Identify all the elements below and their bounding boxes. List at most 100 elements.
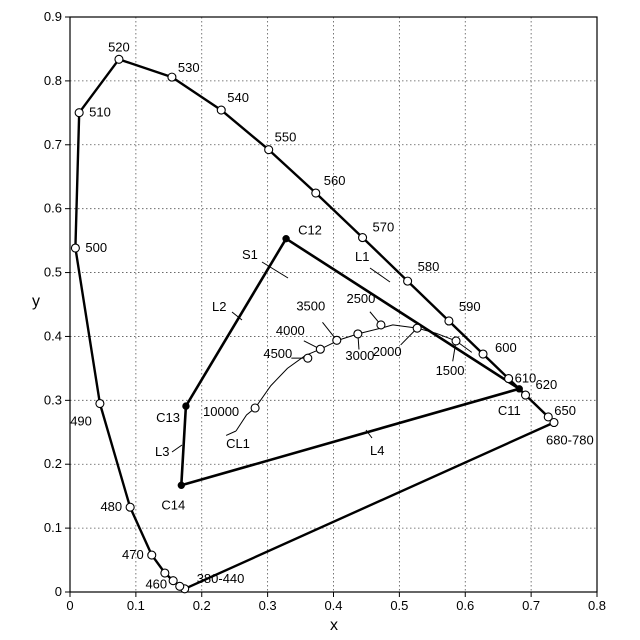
wavelength-point	[71, 244, 79, 252]
x-tick-label: 0.3	[259, 598, 277, 613]
cct-point	[377, 321, 385, 329]
line-label: L4	[370, 443, 384, 458]
wavelength-point	[96, 400, 104, 408]
wavelength-label: 490	[70, 414, 92, 429]
cct-label: 10000	[203, 404, 239, 419]
cct-point	[251, 404, 259, 412]
wavelength-point	[505, 375, 513, 383]
wavelength-label: 470	[122, 547, 144, 562]
wavelength-point	[115, 55, 123, 63]
y-tick-label: 0.5	[44, 265, 62, 280]
cct-label: 1500	[436, 363, 465, 378]
y-tick-label: 0.7	[44, 137, 62, 152]
wavelength-label: 520	[108, 39, 130, 54]
vertex-label: C11	[498, 403, 521, 418]
cct-label: 2000	[373, 344, 402, 359]
labels: 380-440 460470 480 490 500 510 520 530 540 550 560…	[70, 39, 593, 591]
wavelength-label: 580	[418, 259, 440, 274]
wavelength-point	[169, 577, 177, 585]
spectral-locus	[75, 59, 554, 589]
y-tick-label: 0.6	[44, 201, 62, 216]
wavelength-label: 460	[145, 577, 167, 592]
y-tick-label: 0.9	[44, 9, 62, 24]
cct-label: 3000	[345, 348, 374, 363]
wavelength-point	[522, 391, 530, 399]
y-tick-label: 0.1	[44, 520, 62, 535]
wavelength-point	[265, 146, 273, 154]
wavelength-point	[479, 350, 487, 358]
vertex-label: C13	[156, 410, 180, 425]
wavelength-label: 510	[89, 105, 111, 120]
wavelength-label: 600	[495, 340, 517, 355]
wavelength-point	[312, 189, 320, 197]
x-tick-label: 0.1	[127, 598, 145, 613]
wavelength-label: 610	[515, 371, 537, 386]
polygon-vertex	[183, 403, 189, 409]
line-label-leader	[172, 445, 182, 452]
x-tick-label: 0.2	[193, 598, 211, 613]
wavelength-label: 590	[459, 299, 481, 314]
line-label: L3	[155, 444, 169, 459]
wavelength-label: 680-780	[546, 433, 594, 448]
y-tick-label: 0.4	[44, 328, 62, 343]
wavelength-point	[359, 234, 367, 242]
wavelength-point	[75, 109, 83, 117]
wavelength-label: 480	[100, 499, 122, 514]
line-label-leader	[370, 268, 390, 282]
wavelength-label: 550	[275, 130, 297, 145]
polygon-vertex	[178, 482, 184, 488]
x-tick-label: 0.5	[390, 598, 408, 613]
points	[71, 55, 558, 593]
line-label: L1	[355, 249, 369, 264]
line-label: CL1	[226, 436, 250, 451]
wavelength-point	[176, 582, 184, 590]
planckian-locus	[236, 325, 472, 431]
y-tick-label: 0.8	[44, 73, 62, 88]
cct-point	[333, 336, 341, 344]
vertex-label: C12	[298, 223, 322, 238]
line-label: S1	[242, 247, 258, 262]
y-tick-label: 0	[55, 584, 62, 599]
x-axis-label: x	[330, 617, 338, 634]
cct-label: 4000	[276, 323, 305, 338]
cct-point	[316, 345, 324, 353]
x-tick-label: 0.4	[324, 598, 342, 613]
planckian-locus-tail	[226, 431, 236, 435]
wavelength-label: 530	[178, 60, 200, 75]
line-label: L2	[212, 299, 226, 314]
y-tick-label: 0.2	[44, 456, 62, 471]
y-axis-label: y	[32, 293, 40, 310]
cct-label: 4500	[263, 346, 292, 361]
polygon-vertex	[516, 386, 522, 392]
curves	[75, 59, 554, 589]
wavelength-point	[126, 503, 134, 511]
x-tick-label: 0.6	[456, 598, 474, 613]
wavelength-label: 620	[536, 377, 558, 392]
vertex-label: C14	[161, 497, 185, 512]
cct-point	[304, 354, 312, 362]
polygon-vertex	[283, 235, 289, 241]
cct-point	[452, 337, 460, 345]
cct-label: 3500	[296, 298, 325, 313]
cct-point	[413, 324, 421, 332]
wavelength-point	[217, 106, 225, 114]
wavelength-point	[445, 317, 453, 325]
cct-label: 2500	[346, 291, 375, 306]
wavelength-label: 650	[554, 403, 576, 418]
grid	[70, 17, 597, 592]
wavelength-label: 500	[85, 240, 107, 255]
cct-point	[354, 330, 362, 338]
wavelength-point	[148, 551, 156, 559]
wavelength-point	[168, 73, 176, 81]
wavelength-label: 570	[373, 220, 395, 235]
y-tick-label: 0.3	[44, 392, 62, 407]
x-tick-label: 0.8	[588, 598, 606, 613]
x-tick-label: 0	[66, 598, 73, 613]
x-tick-label: 0.7	[522, 598, 540, 613]
wavelength-point	[550, 419, 558, 427]
wavelength-point	[404, 277, 412, 285]
wavelength-label: 540	[227, 90, 249, 105]
wavelength-label: 560	[324, 173, 346, 188]
wavelength-label: 380-440	[197, 571, 245, 586]
